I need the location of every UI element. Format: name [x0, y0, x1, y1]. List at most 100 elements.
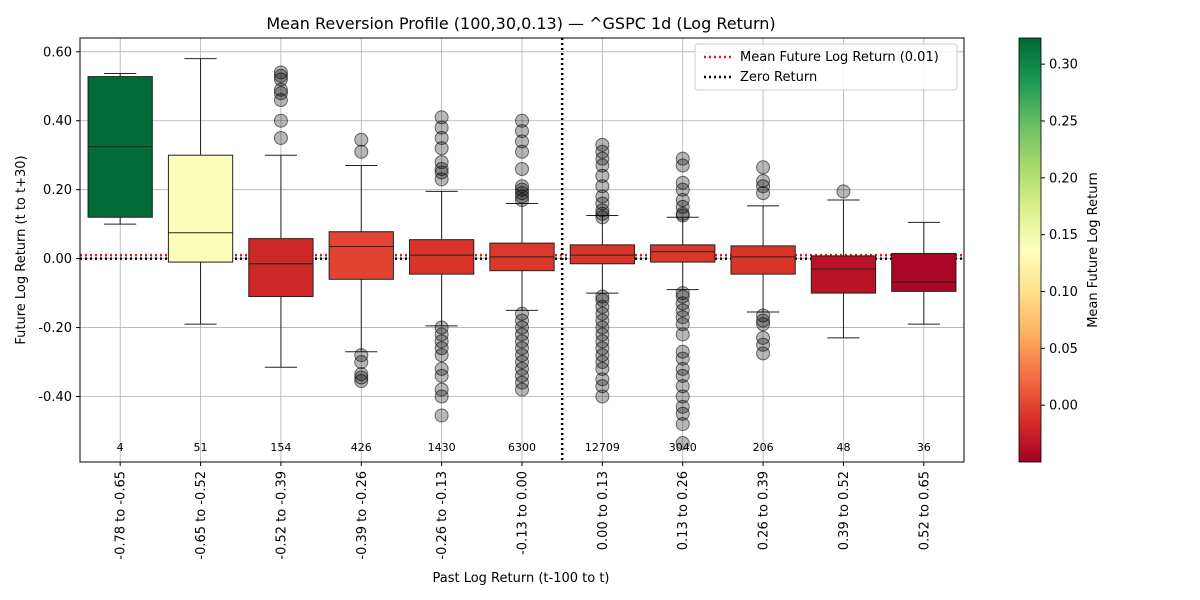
outlier-7-15 — [675, 289, 690, 304]
outlier-4-11 — [434, 165, 449, 180]
outlier-7-10 — [675, 327, 690, 342]
outlier-4-16 — [434, 120, 449, 135]
x-tick-label-2: -0.52 to -0.39 — [274, 471, 289, 560]
outlier-7-9 — [675, 344, 690, 359]
outlier-4-17 — [434, 110, 449, 125]
box-7 — [650, 151, 716, 451]
outlier-6-20 — [595, 179, 610, 194]
outlier-3-4 — [354, 348, 369, 363]
x-tick-label-7: 0.13 to 0.26 — [676, 471, 691, 550]
outlier-4-0 — [434, 408, 449, 423]
outlier-4-9 — [434, 320, 449, 335]
outlier-4-4 — [434, 361, 449, 376]
y-tick-label-1: -0.20 — [38, 321, 72, 336]
x-tick-label-8: 0.26 to 0.39 — [757, 471, 772, 550]
count-label-6: 12709 — [585, 441, 620, 454]
y-axis-title: Future Log Return (t to t+30) — [14, 155, 29, 344]
count-label-9: 48 — [836, 441, 850, 454]
y-tick-label-2: 0.00 — [43, 252, 72, 267]
outlier-2-3 — [273, 86, 288, 101]
outlier-5-18 — [515, 144, 529, 159]
x-tick-label-0: -0.78 to -0.65 — [114, 471, 129, 560]
box-5 — [489, 113, 555, 397]
count-label-8: 206 — [753, 441, 774, 454]
y-tick-label-0: -0.40 — [38, 390, 72, 405]
colorbar-gradient — [1018, 37, 1042, 463]
outlier-7-5 — [675, 379, 690, 394]
colorbar-tick-label-6: 0.30 — [1049, 58, 1078, 73]
legend-frame — [694, 43, 958, 91]
legend-label-mean: Mean Future Log Return (0.01) — [740, 50, 939, 65]
count-labels: 4 51 154 426 1430 6300 12709 3040 206 48 36 — [117, 441, 931, 454]
outlier-4-15 — [434, 130, 449, 145]
count-label-4: 1430 — [428, 441, 456, 454]
outlier-3-1 — [354, 370, 369, 385]
x-tick-label-5: -0.13 to 0.00 — [516, 471, 531, 555]
count-label-2: 154 — [270, 441, 291, 454]
x-axis: -0.78 to -0.65 -0.65 to -0.52 -0.52 to -0.… — [114, 462, 932, 560]
outlier-8-5 — [756, 308, 771, 323]
y-axis: -0.40 -0.20 0.00 0.20 0.40 0.60 — [38, 45, 80, 405]
x-tick-label-3: -0.39 to -0.26 — [355, 471, 370, 560]
count-label-5: 6300 — [508, 441, 536, 454]
colorbar-tick-label-0: 0.00 — [1049, 399, 1078, 414]
outlier-5-20 — [515, 124, 529, 139]
count-label-1: 51 — [194, 441, 208, 454]
chart-title: Mean Reversion Profile (100,30,0.13) — ^… — [266, 14, 775, 33]
outlier-4-2 — [434, 382, 449, 397]
outlier-6-21 — [595, 168, 610, 183]
outlier-6-13 — [595, 292, 610, 307]
box-0 — [87, 73, 153, 225]
outlier-8-8 — [756, 174, 771, 189]
outlier-7-1 — [675, 417, 690, 432]
colorbar-tick-label-2: 0.10 — [1049, 285, 1078, 300]
box-4 — [408, 110, 475, 423]
box-body-4 — [408, 239, 475, 275]
x-tick-label-9: 0.39 to 0.52 — [837, 471, 852, 550]
box-plots — [87, 58, 957, 451]
box-8 — [730, 160, 796, 361]
y-tick-label-4: 0.40 — [43, 114, 72, 129]
box-body-2 — [248, 238, 314, 298]
outlier-7-4 — [675, 389, 690, 404]
count-label-10: 36 — [917, 441, 931, 454]
outlier-5-21 — [515, 113, 529, 128]
outlier-5-15 — [515, 182, 529, 197]
outlier-8-9 — [756, 160, 771, 175]
x-axis-title: Past Log Return (t-100 to t) — [432, 571, 609, 586]
colorbar-tick-label-3: 0.15 — [1049, 228, 1078, 243]
colorbar: 0.00 0.05 0.10 0.15 0.20 0.25 0.30 Mean Future… — [1018, 37, 1101, 463]
outlier-6-25 — [595, 137, 610, 152]
box-body-8 — [730, 245, 796, 275]
y-tick-label-3: 0.20 — [43, 183, 72, 198]
legend-label-zero: Zero Return — [740, 70, 817, 85]
outlier-2-4 — [273, 82, 288, 97]
outlier-6-19 — [595, 189, 610, 204]
count-label-0: 4 — [117, 441, 124, 454]
outlier-6-0 — [595, 389, 610, 404]
outlier-4-14 — [434, 141, 449, 156]
box-3 — [328, 132, 394, 388]
outlier-5-17 — [515, 161, 529, 176]
outlier-2-6 — [273, 68, 288, 83]
outlier-4-13 — [434, 155, 449, 170]
box-9 — [810, 184, 877, 339]
box-1 — [167, 58, 234, 325]
outlier-7-0 — [675, 436, 690, 451]
outlier-6-14 — [595, 289, 610, 304]
outlier-7-16 — [675, 286, 690, 301]
outlier-2-1 — [273, 113, 288, 128]
box-body-9 — [810, 255, 877, 294]
box-body-6 — [569, 244, 636, 265]
count-label-7: 3040 — [669, 441, 697, 454]
outlier-3-2 — [354, 367, 369, 382]
outlier-7-3 — [675, 399, 690, 414]
outlier-9-0 — [836, 184, 851, 199]
outlier-8-7 — [756, 179, 771, 194]
box-10 — [891, 221, 957, 325]
legend: Mean Future Log Return (0.01) Zero Retur… — [694, 43, 958, 91]
y-tick-label-5: 0.60 — [43, 45, 72, 60]
outlier-7-24 — [675, 151, 690, 166]
colorbar-tick-label-1: 0.05 — [1049, 342, 1078, 357]
